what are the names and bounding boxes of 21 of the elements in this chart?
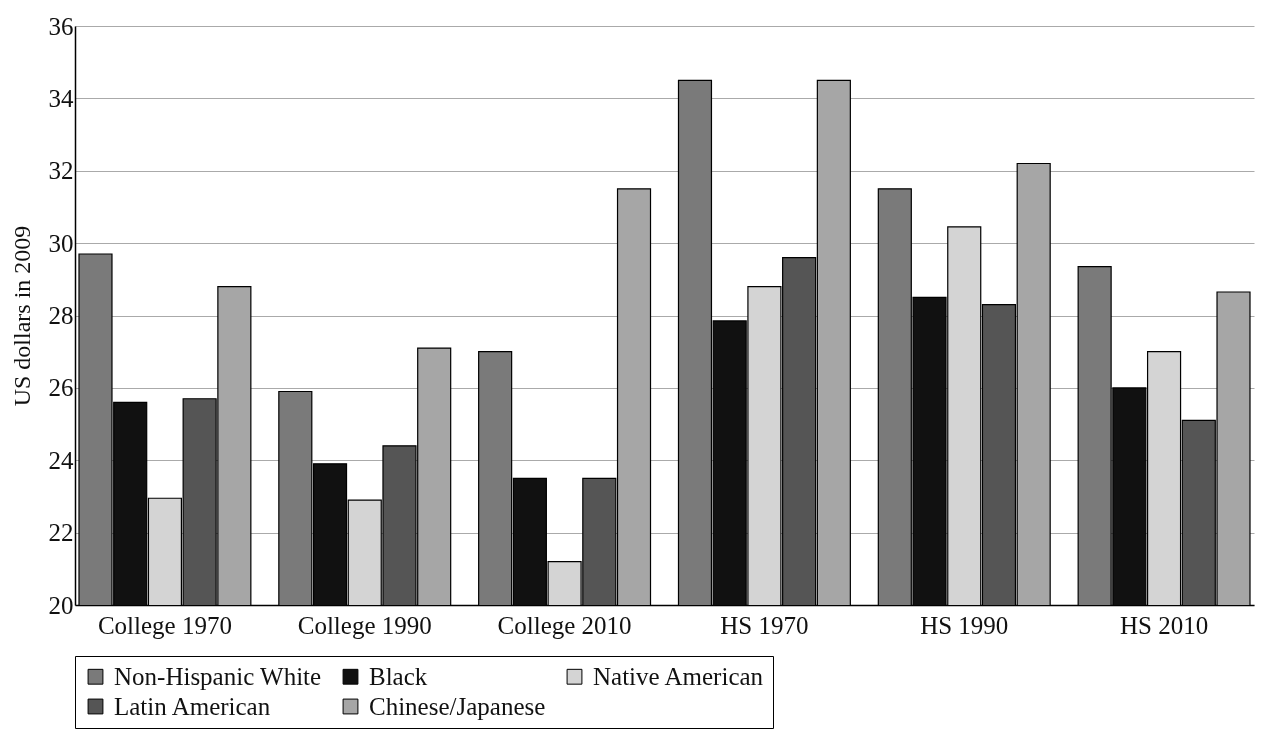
y-tick-label: 22: [48, 519, 74, 547]
x-tick-label: College 1990: [297, 611, 432, 639]
x-tick-label: College 2010: [497, 611, 632, 639]
x-tick-label: HS 1970: [720, 611, 809, 639]
y-tick-label: 28: [48, 302, 74, 329]
legend-label: Chinese/Japanese: [369, 692, 546, 720]
y-tick-label: 24: [48, 446, 74, 474]
legend-label: Latin American: [114, 692, 271, 720]
legend-label: Black: [369, 662, 428, 690]
legend-label: Native American: [593, 662, 764, 690]
y-axis-title: US dollars in 2009: [8, 225, 35, 407]
x-tick-label: HS 2010: [1119, 611, 1209, 639]
y-tick-label: 32: [48, 157, 74, 185]
y-tick-label: 34: [48, 84, 74, 112]
legend-label: Non-Hispanic White: [114, 662, 322, 690]
y-tick-label: 36: [48, 12, 74, 40]
y-tick-label: 20: [48, 591, 74, 619]
y-tick-label: 26: [48, 374, 74, 402]
y-tick-label: 30: [48, 229, 74, 257]
x-tick-label: HS 1990: [920, 611, 1009, 639]
x-tick-label: College 1970: [97, 611, 232, 639]
